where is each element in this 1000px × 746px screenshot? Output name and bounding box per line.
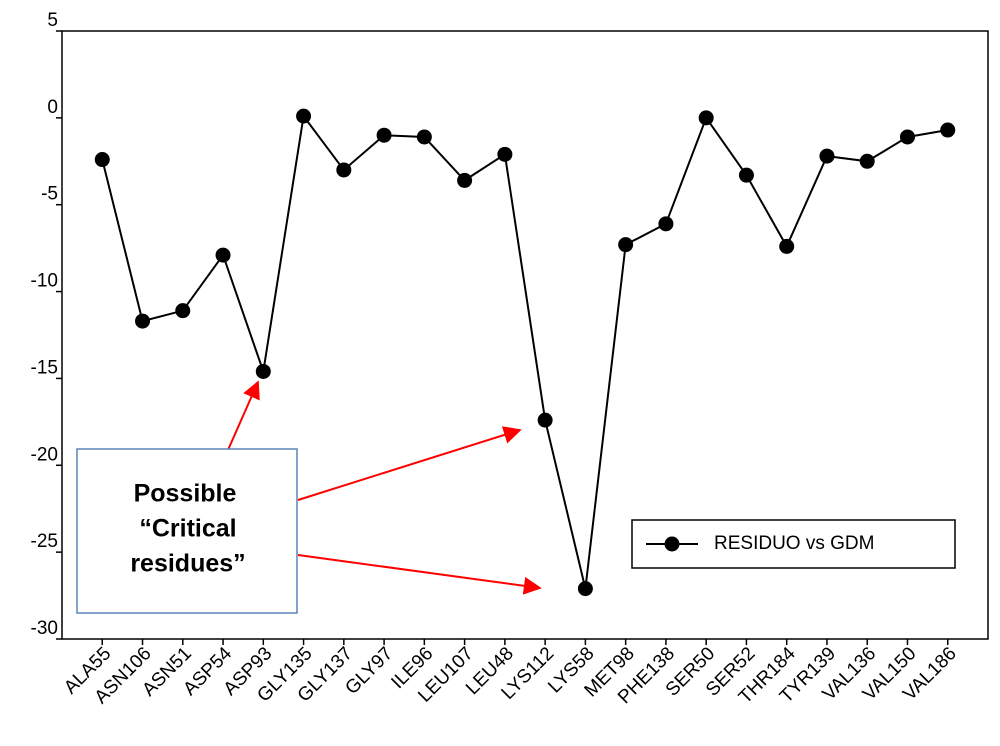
legend-marker [664,536,680,552]
annotation-arrow [297,426,522,501]
data-point [698,110,714,126]
data-point [859,153,875,169]
data-point [537,412,553,428]
data-point [940,122,956,138]
data-point [296,108,312,124]
data-point [416,129,432,145]
data-point [336,162,352,178]
data-point [215,247,231,263]
y-tick-label: -25 [31,531,58,552]
data-point [899,129,915,145]
plot-frame [61,30,989,640]
data-point [94,152,110,168]
data-point [819,148,835,164]
data-point [255,363,271,379]
data-point [618,237,634,253]
y-tick-label: 5 [47,10,58,31]
data-point [658,216,674,232]
y-tick-label: -5 [41,184,58,205]
y-tick-label: -15 [31,357,58,378]
data-point [738,167,754,183]
data-point [577,581,593,597]
y-tick-label: -30 [31,618,58,639]
series-line [101,113,948,589]
annotation-arrow [297,554,542,595]
data-point [135,313,151,329]
data-point [497,146,513,162]
legend-label: RESIDUO vs GDM [714,533,874,554]
data-point [457,172,473,188]
data-point [779,238,795,254]
y-tick-label: -10 [31,271,58,292]
annotation-box [76,448,298,614]
annotation-text: “Critical [139,515,236,543]
annotation-arrow [227,380,260,451]
y-tick-label: -20 [31,444,58,465]
y-tick-label: 0 [47,97,58,118]
data-point [175,303,191,319]
data-point [376,127,392,143]
annotation-text: residues” [130,550,245,578]
annotation-text: Possible [134,480,237,508]
